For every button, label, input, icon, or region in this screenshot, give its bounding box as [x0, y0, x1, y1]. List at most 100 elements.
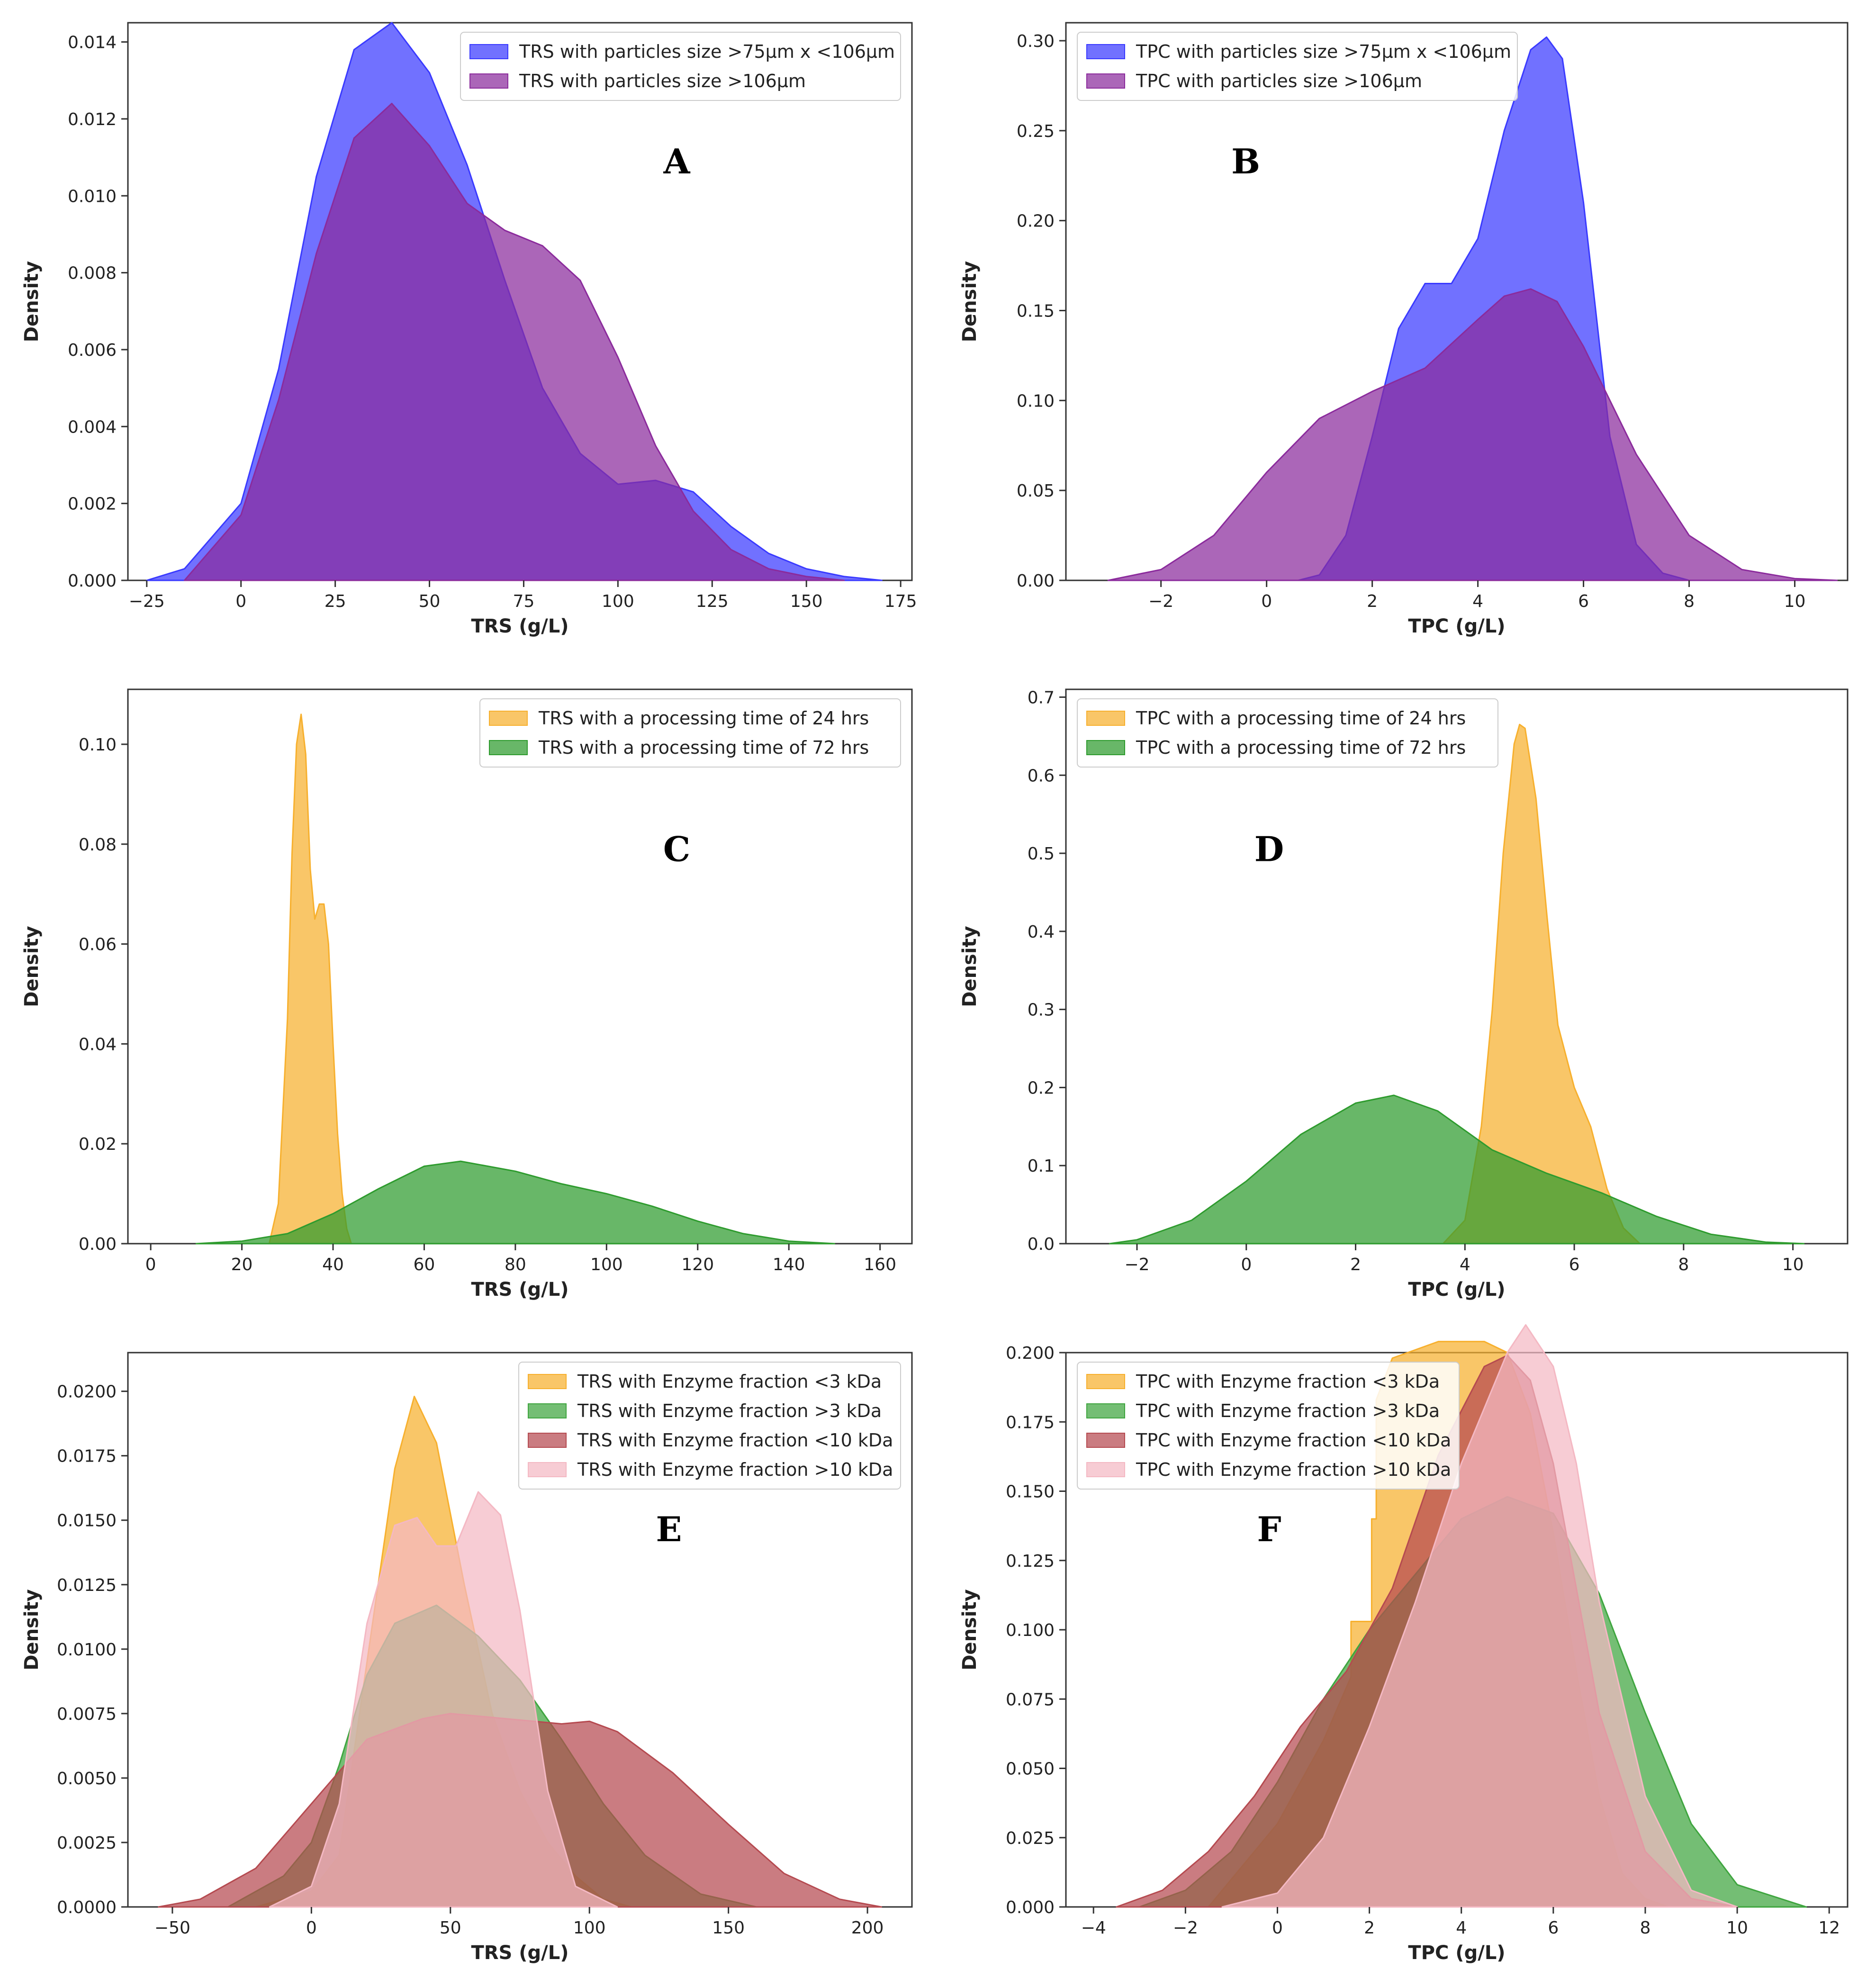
legend-swatch — [1086, 44, 1125, 59]
legend-swatch — [1086, 740, 1125, 755]
x-axis-label: TRS (g/L) — [471, 615, 568, 637]
x-tick-label: 200 — [851, 1918, 884, 1938]
legend-swatch — [489, 740, 528, 755]
x-tick-label: 2 — [1367, 592, 1378, 611]
y-tick-label: 0.125 — [1006, 1552, 1055, 1571]
x-tick-label: −4 — [1081, 1918, 1106, 1938]
x-tick-label: 6 — [1548, 1918, 1559, 1938]
x-tick-label: 40 — [322, 1255, 344, 1274]
x-axis-label: TPC (g/L) — [1408, 615, 1505, 637]
y-tick-label: 0.002 — [68, 495, 117, 514]
y-tick-label: 0.0100 — [57, 1640, 117, 1660]
legend-label: TRS with Enzyme fraction <10 kDa — [577, 1430, 893, 1451]
legend-box — [1077, 698, 1498, 768]
legend: TPC with Enzyme fraction <3 kDa TPC with … — [1077, 1362, 1460, 1490]
y-tick-label: 0.00 — [1017, 571, 1055, 591]
y-axis-label: Density — [959, 1589, 981, 1671]
series-area-4 — [1221, 1324, 1738, 1908]
y-tick-label: 0.004 — [68, 417, 117, 437]
x-tick-label: 8 — [1678, 1255, 1689, 1274]
panel-B: −2 0 2 4 6 8 10 0.00 0.05 0.10 0.15 0.20 0.25 0.30 TPC… — [959, 22, 1849, 637]
legend-label: TPC with particles size >106µm — [1136, 71, 1422, 91]
x-tick-label: −50 — [154, 1918, 190, 1938]
y-tick-label: 0.008 — [68, 264, 117, 283]
y-tick-label: 0.0125 — [57, 1576, 117, 1595]
y-tick-label: 0.6 — [1028, 766, 1055, 786]
x-tick-label: 0 — [1272, 1918, 1283, 1938]
y-tick-label: 0.0000 — [57, 1898, 117, 1917]
legend-box — [1077, 1362, 1460, 1490]
y-tick-label: 0.30 — [1017, 32, 1055, 51]
x-tick-label: 6 — [1578, 592, 1589, 611]
legend-label: TPC with Enzyme fraction <3 kDa — [1136, 1371, 1440, 1392]
y-tick-label: 0.0175 — [57, 1447, 117, 1466]
x-tick-label: 20 — [231, 1255, 253, 1274]
panel-D: −2 0 2 4 6 8 10 0.0 0.1 0.2 0.3 0.4 0.5 0.6 0.7 TPC (g/… — [959, 688, 1849, 1301]
series-area-2 — [1107, 288, 1838, 581]
x-tick-label: 6 — [1569, 1255, 1580, 1274]
legend-label: TRS with a processing time of 72 hrs — [538, 737, 869, 758]
x-axis-label: TRS (g/L) — [471, 1942, 568, 1964]
x-tick-label: 0 — [145, 1255, 156, 1274]
legend-swatch — [528, 1433, 567, 1448]
x-tick-label: −25 — [129, 592, 165, 611]
x-tick-label: 150 — [712, 1918, 745, 1938]
series-area-2 — [195, 1160, 835, 1245]
legend-box — [1077, 32, 1518, 101]
x-tick-label: 10 — [1782, 1255, 1804, 1274]
y-axis-label: Density — [21, 261, 43, 343]
y-tick-label: 0.006 — [68, 341, 117, 360]
x-axis-label: TPC (g/L) — [1408, 1279, 1505, 1301]
x-tick-label: 60 — [414, 1255, 435, 1274]
y-tick-label: 0.050 — [1006, 1760, 1055, 1779]
y-tick-label: 0.06 — [79, 935, 117, 955]
legend-label: TPC with a processing time of 72 hrs — [1136, 737, 1466, 758]
panel-E: −50 0 50 100 150 200 0.0000 0.0025 0.0050 0.0075 0… — [21, 1352, 913, 1964]
y-tick-label: 0.0200 — [57, 1382, 117, 1402]
y-tick-label: 0.0050 — [57, 1769, 117, 1788]
x-tick-label: 10 — [1784, 592, 1806, 611]
legend-label: TPC with Enzyme fraction <10 kDa — [1136, 1430, 1451, 1451]
y-tick-label: 0.014 — [68, 33, 117, 53]
y-tick-label: 0.000 — [68, 571, 117, 591]
y-tick-label: 0.4 — [1028, 922, 1055, 942]
y-tick-label: 0.075 — [1006, 1690, 1055, 1709]
legend-label: TPC with particles size >75µm x <106µm — [1136, 41, 1511, 62]
panel-letter: E — [656, 1509, 682, 1549]
legend: TRS with a processing time of 24 hrs TRS … — [479, 698, 901, 768]
x-tick-label: 8 — [1684, 592, 1695, 611]
y-tick-label: 0.0150 — [57, 1511, 117, 1531]
plot-frame — [127, 688, 913, 1245]
y-tick-label: 0.0 — [1028, 1235, 1055, 1254]
y-tick-label: 0.1 — [1028, 1156, 1055, 1176]
x-tick-label: 10 — [1726, 1918, 1748, 1938]
y-tick-label: 0.25 — [1017, 122, 1055, 141]
panel-F: −4 −2 0 2 4 6 8 10 12 0.000 0.025 0.050 0.075 0.100 0.… — [959, 1324, 1849, 1964]
legend-swatch — [1086, 73, 1125, 89]
x-tick-label: 125 — [696, 592, 729, 611]
legend: TPC with a processing time of 24 hrs TPC … — [1077, 698, 1498, 768]
y-tick-label: 0.15 — [1017, 301, 1055, 321]
y-tick-label: 0.012 — [68, 110, 117, 129]
legend: TPC with particles size >75µm x <106µm TP… — [1077, 32, 1518, 101]
y-axis-label: Density — [959, 926, 981, 1007]
x-tick-label: 120 — [681, 1255, 714, 1274]
x-tick-label: −2 — [1173, 1918, 1198, 1938]
y-tick-label: 0.7 — [1028, 688, 1055, 707]
x-tick-label: 0 — [306, 1918, 317, 1938]
x-tick-label: 8 — [1640, 1918, 1651, 1938]
y-tick-label: 0.0075 — [57, 1705, 117, 1724]
x-tick-label: 50 — [419, 592, 441, 611]
legend-swatch — [1086, 1462, 1125, 1477]
series-area-2 — [183, 103, 845, 581]
legend-label: TRS with particles size >75µm x <106µm — [519, 41, 895, 62]
legend-swatch — [1086, 1403, 1125, 1418]
x-tick-label: 0 — [1241, 1255, 1252, 1274]
panel-A: −25 0 25 50 75 100 125 150 175 0.000 0.002 0.004 0.0… — [21, 22, 917, 637]
series-area-2 — [1109, 1094, 1805, 1245]
x-tick-label: 2 — [1350, 1255, 1361, 1274]
x-tick-label: 12 — [1818, 1918, 1840, 1938]
panel-letter: D — [1254, 829, 1284, 869]
y-tick-label: 0.00 — [79, 1235, 117, 1254]
